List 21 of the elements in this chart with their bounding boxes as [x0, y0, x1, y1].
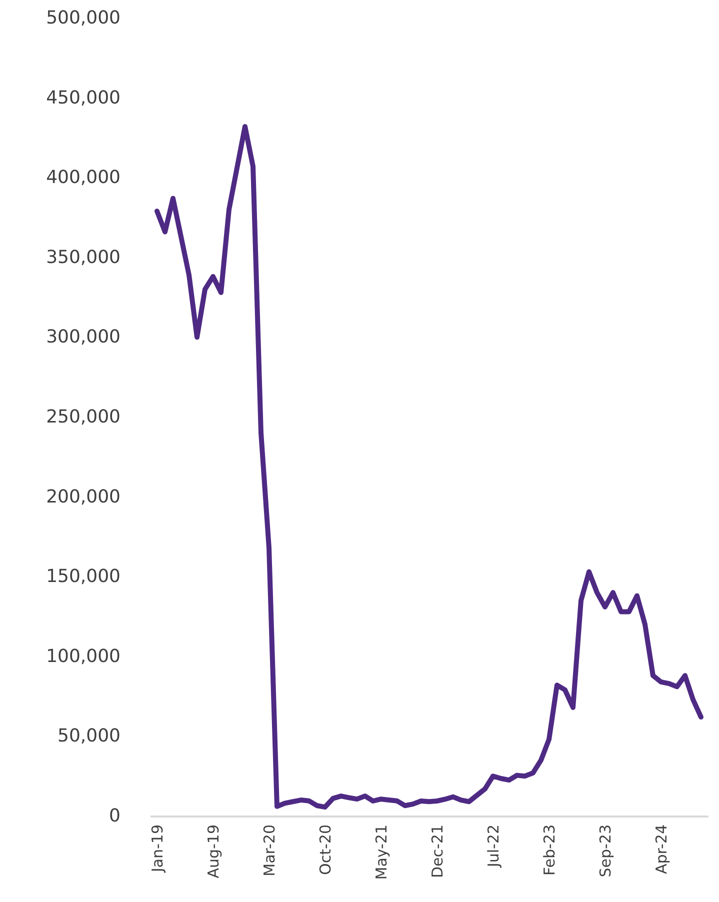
x-tick-label: Jan-19: [148, 824, 166, 874]
y-tick-label: 100,000: [46, 646, 120, 667]
x-tick-label: Apr-24: [652, 824, 670, 874]
x-tick-label: May-21: [372, 824, 390, 880]
y-tick-label: 300,000: [46, 326, 120, 348]
y-tick-label: 450,000: [46, 87, 120, 108]
x-tick-label: Mar-20: [260, 824, 278, 876]
y-tick-label: 50,000: [58, 726, 120, 747]
x-tick-label: Oct-20: [316, 824, 334, 875]
y-tick-label: 150,000: [46, 566, 120, 588]
x-tick-label: Jul-22: [484, 824, 502, 868]
x-tick-label: Feb-23: [540, 824, 558, 876]
y-tick-label: 250,000: [46, 406, 120, 428]
y-tick-label: 500,000: [46, 8, 120, 28]
y-tick-label: 200,000: [46, 486, 120, 508]
y-tick-label: 0: [109, 806, 120, 826]
y-tick-label: 350,000: [46, 246, 120, 268]
x-tick-label: Aug-19: [204, 824, 222, 878]
y-tick-label: 400,000: [46, 167, 120, 188]
x-tick-label: Dec-21: [428, 824, 446, 878]
x-tick-label: Sep-23: [596, 824, 614, 878]
